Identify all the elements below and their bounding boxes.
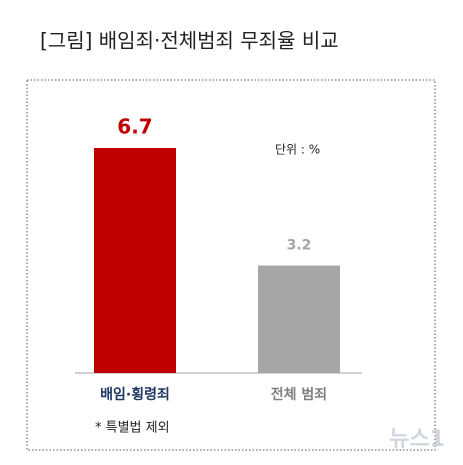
frame xyxy=(26,79,436,451)
x-tick-label: 전체 범죄 xyxy=(271,386,327,403)
bar xyxy=(94,148,176,373)
chart-title: [그림] 배임죄·전체범죄 무죄율 비교 xyxy=(40,29,339,53)
footnote: * 특별법 제외 xyxy=(95,421,170,436)
x-tick-label: 배임·횡령죄 xyxy=(100,386,170,403)
value-label: 6.7 xyxy=(117,115,152,139)
value-label: 3.2 xyxy=(287,238,312,254)
unit-label: 단위 : % xyxy=(275,143,320,157)
bar xyxy=(258,265,340,373)
watermark: 뉴스1 xyxy=(389,427,445,452)
